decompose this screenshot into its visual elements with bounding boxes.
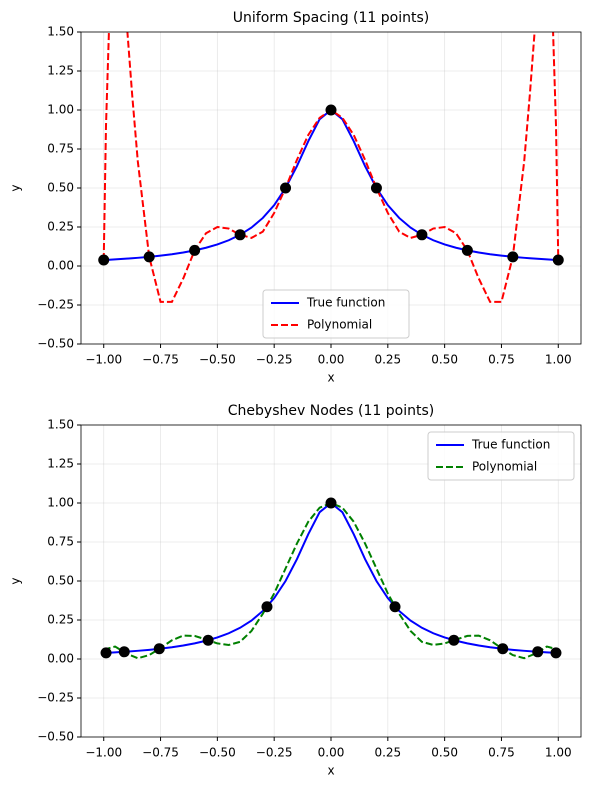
node-point bbox=[261, 601, 273, 613]
subplot: Uniform Spacing (11 points) −0.50 −0.25 0.0… bbox=[9, 10, 582, 385]
legend-box bbox=[262, 289, 410, 339]
node-point bbox=[118, 646, 130, 658]
y-tick-label: 1.50 bbox=[47, 25, 74, 39]
y-tick-label: 0.50 bbox=[47, 574, 74, 588]
node-point bbox=[100, 647, 112, 659]
plot-area bbox=[100, 497, 562, 660]
x-tick-label: 0.00 bbox=[318, 353, 345, 367]
x-tick-label: 1.00 bbox=[545, 353, 572, 367]
y-tick-label: 1.25 bbox=[47, 64, 74, 78]
y-tick-label: −0.50 bbox=[37, 337, 74, 351]
y-tick-label: 0.00 bbox=[47, 259, 74, 273]
node-point bbox=[98, 254, 110, 266]
y-tick-label: 1.50 bbox=[47, 418, 74, 432]
y-axis-label: y bbox=[9, 184, 23, 191]
node-point bbox=[202, 634, 214, 646]
x-tick-label: 0.75 bbox=[488, 746, 515, 760]
chart-title: Uniform Spacing (11 points) bbox=[233, 10, 429, 26]
chart-title: Chebyshev Nodes (11 points) bbox=[228, 403, 434, 419]
subplot: Chebyshev Nodes (11 points) −0.50 −0.25 0.0… bbox=[9, 403, 582, 778]
x-tick-label: 0.25 bbox=[374, 353, 401, 367]
node-point bbox=[416, 229, 428, 241]
y-tick-label: 0.25 bbox=[47, 220, 74, 234]
node-point bbox=[370, 182, 382, 194]
node-point bbox=[497, 643, 509, 655]
legend-label: True function bbox=[471, 438, 550, 452]
y-axis-label: y bbox=[9, 577, 23, 584]
legend-label: Polynomial bbox=[307, 318, 372, 332]
y-tick-label: −0.50 bbox=[37, 730, 74, 744]
y-tick-label: 1.00 bbox=[47, 496, 74, 510]
legend-box bbox=[427, 431, 575, 481]
node-point bbox=[532, 646, 544, 658]
x-tick-label: −0.50 bbox=[199, 746, 236, 760]
y-tick-label: 0.25 bbox=[47, 613, 74, 627]
x-tick-label: −0.75 bbox=[142, 746, 179, 760]
node-point bbox=[280, 182, 292, 194]
x-tick-label: 0.00 bbox=[318, 746, 345, 760]
x-tick-label: −1.00 bbox=[85, 353, 122, 367]
node-point bbox=[325, 104, 337, 116]
x-axis-label: x bbox=[327, 371, 334, 385]
node-point bbox=[448, 634, 460, 646]
x-tick-label: −0.75 bbox=[142, 353, 179, 367]
node-point bbox=[552, 254, 564, 266]
node-point bbox=[234, 229, 246, 241]
y-tick-label: 0.00 bbox=[47, 652, 74, 666]
x-tick-label: 0.25 bbox=[374, 746, 401, 760]
y-tick-label: −0.25 bbox=[37, 691, 74, 705]
y-tick-label: 1.25 bbox=[47, 457, 74, 471]
node-point bbox=[325, 497, 337, 509]
axes-frame bbox=[80, 31, 582, 345]
node-point bbox=[189, 244, 201, 256]
x-axis-label: x bbox=[327, 764, 334, 778]
legend: True function Polynomial bbox=[262, 289, 410, 339]
legend-label: Polynomial bbox=[472, 460, 537, 474]
x-tick-label: 0.75 bbox=[488, 353, 515, 367]
x-tick-label: −1.00 bbox=[85, 746, 122, 760]
y-tick-label: −0.25 bbox=[37, 298, 74, 312]
node-point bbox=[550, 647, 562, 659]
x-tick-label: −0.25 bbox=[256, 746, 293, 760]
y-tick-label: 0.75 bbox=[47, 535, 74, 549]
node-point bbox=[461, 244, 473, 256]
node-point bbox=[507, 251, 519, 263]
x-tick-label: −0.50 bbox=[199, 353, 236, 367]
axes-frame bbox=[80, 424, 582, 738]
plot-area bbox=[98, 32, 564, 303]
node-point bbox=[153, 643, 165, 655]
y-tick-label: 0.50 bbox=[47, 181, 74, 195]
x-tick-label: 0.50 bbox=[431, 353, 458, 367]
x-tick-label: −0.25 bbox=[256, 353, 293, 367]
x-tick-label: 1.00 bbox=[545, 746, 572, 760]
legend: True function Polynomial bbox=[427, 431, 575, 481]
node-point bbox=[389, 601, 401, 613]
y-tick-label: 1.00 bbox=[47, 103, 74, 117]
legend-label: True function bbox=[306, 296, 385, 310]
x-tick-label: 0.50 bbox=[431, 746, 458, 760]
node-point bbox=[143, 251, 155, 263]
y-tick-label: 0.75 bbox=[47, 142, 74, 156]
